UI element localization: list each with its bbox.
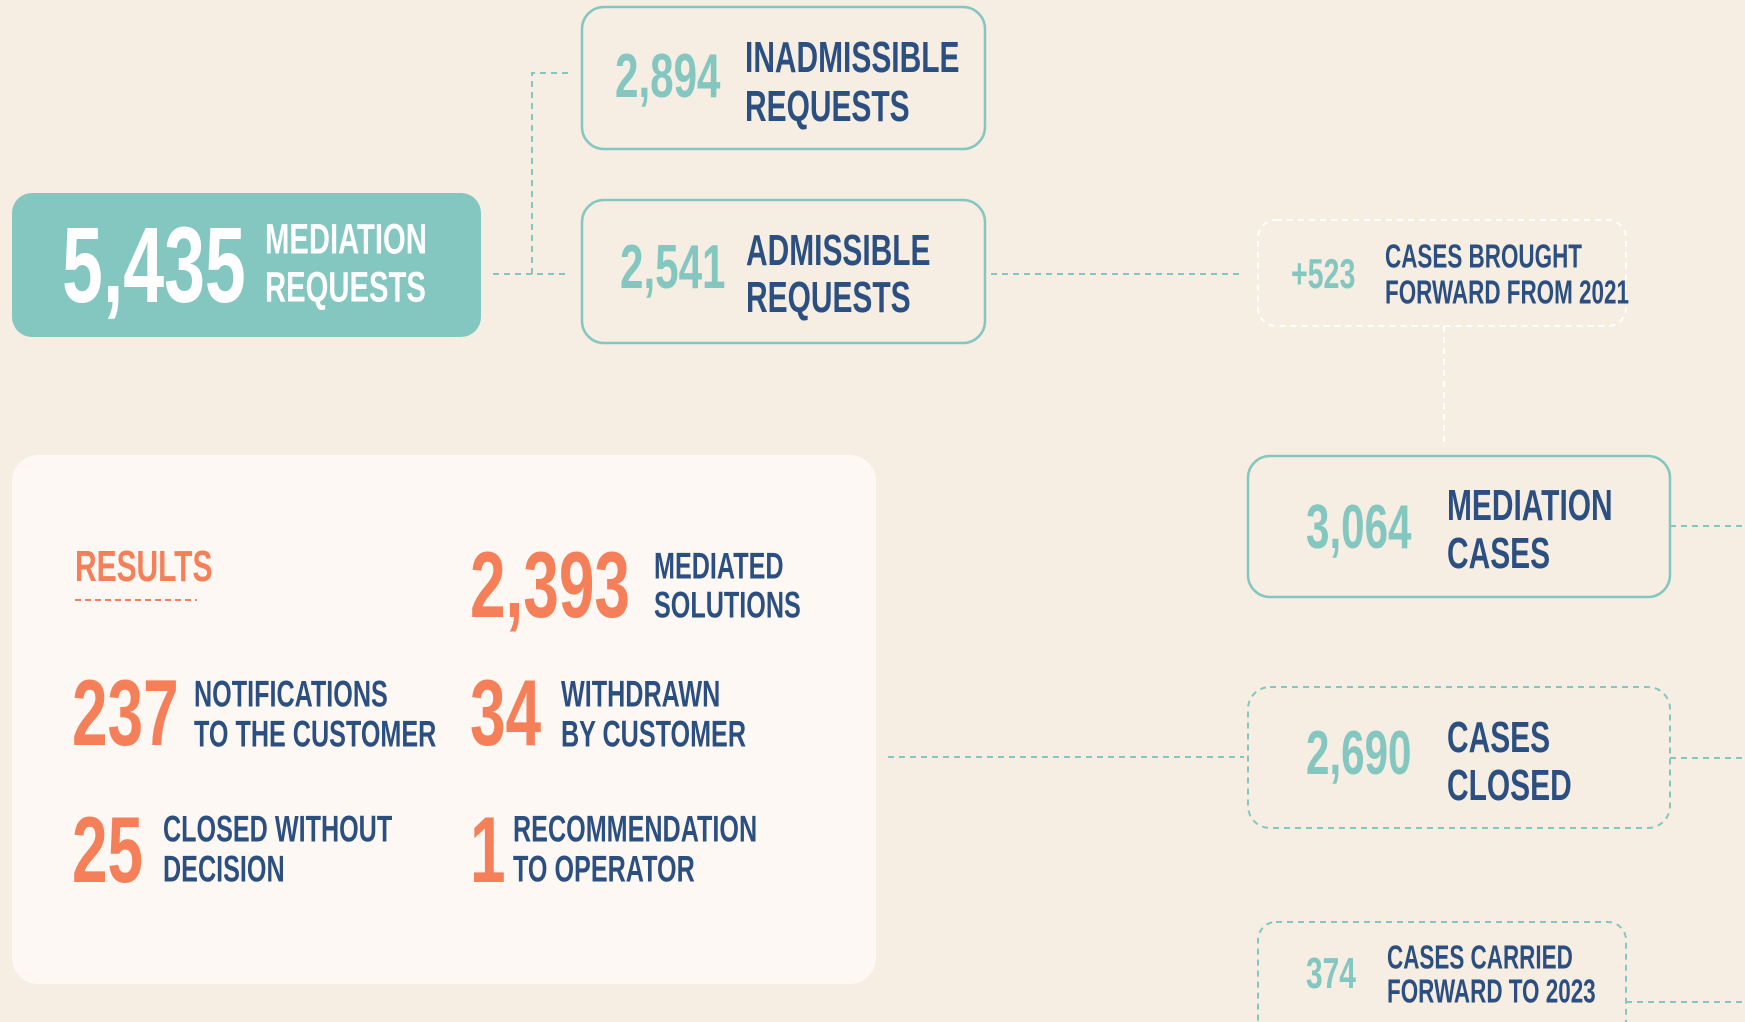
node-value: 374 (1306, 949, 1356, 998)
node-value: 2,894 (615, 42, 721, 111)
dashed-box (1257, 219, 1627, 327)
results-panel (12, 455, 876, 984)
result-label: RECOMMENDATION (513, 808, 758, 850)
node-label: FORWARD TO 2023 (1387, 972, 1596, 1010)
box (580, 5, 987, 151)
result-value: 34 (470, 660, 542, 765)
node-label: REQUESTS (746, 273, 911, 322)
dashed-box (1247, 686, 1671, 829)
result-value: 1 (470, 797, 506, 902)
node-label: MEDIATION (1447, 481, 1613, 530)
node-value: +523 (1291, 250, 1356, 297)
result-label: TO THE CUSTOMER (194, 713, 437, 755)
connector (493, 72, 568, 275)
result-value: 25 (72, 797, 144, 902)
result-label: TO OPERATOR (513, 848, 695, 890)
connectors (493, 72, 1745, 1003)
result-label: CLOSED WITHOUT (163, 808, 393, 850)
node-label: CASES BROUGHT (1385, 237, 1582, 275)
node-label: CASES CARRIED (1387, 938, 1573, 976)
node-label: INADMISSIBLE (745, 33, 960, 82)
node-label: CASES (1447, 529, 1551, 578)
result-label: WITHDRAWN (561, 673, 721, 715)
result-label: MEDIATED (654, 545, 784, 587)
result-label: BY CUSTOMER (561, 713, 747, 755)
node-value: 5,435 (62, 204, 246, 325)
node-label: REQUESTS (265, 263, 426, 312)
node-value: 2,541 (620, 233, 726, 302)
node-value: 3,064 (1306, 493, 1412, 562)
node-label: FORWARD FROM 2021 (1385, 273, 1629, 311)
node-label: REQUESTS (745, 82, 910, 131)
node-label: CLOSED (1447, 761, 1572, 810)
result-value: 237 (72, 660, 179, 765)
node-label: CASES (1447, 713, 1551, 762)
node-value: 2,690 (1306, 719, 1412, 788)
box (580, 198, 987, 345)
result-label: NOTIFICATIONS (194, 673, 388, 715)
results-title: RESULTS (75, 542, 213, 591)
result-value: 2,393 (470, 532, 630, 637)
node-label: MEDIATION (265, 215, 427, 264)
dashed-box (1257, 921, 1627, 1022)
main-box (12, 193, 481, 337)
node-label: ADMISSIBLE (746, 226, 931, 275)
result-label: DECISION (163, 848, 285, 890)
box (1246, 454, 1672, 599)
result-label: SOLUTIONS (654, 584, 801, 626)
